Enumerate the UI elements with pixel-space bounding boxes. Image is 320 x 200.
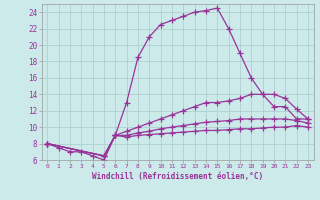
X-axis label: Windchill (Refroidissement éolien,°C): Windchill (Refroidissement éolien,°C) xyxy=(92,172,263,181)
